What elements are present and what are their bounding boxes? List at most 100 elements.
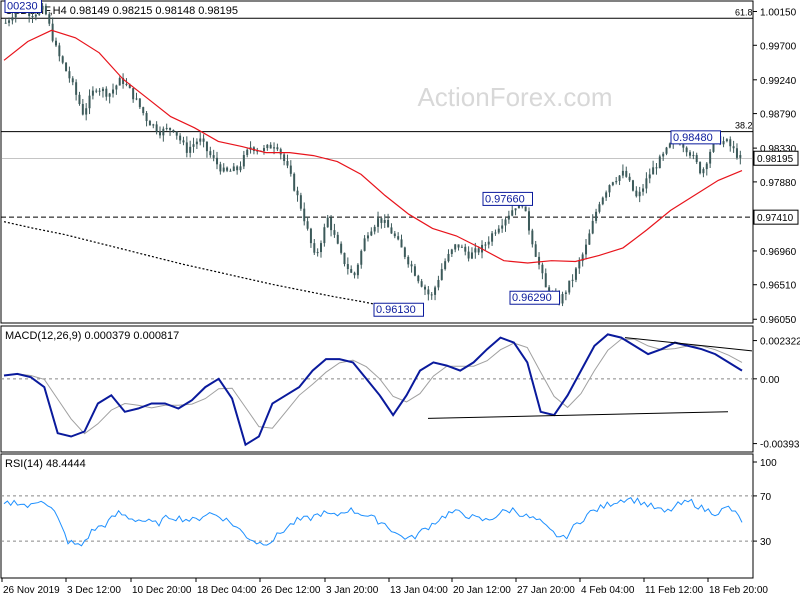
candle-body	[145, 113, 148, 122]
candle-body	[306, 221, 309, 229]
candle-body	[262, 148, 265, 151]
x-tick-label: 3 Jan 20:00	[326, 585, 379, 596]
price-callout-box	[482, 191, 533, 206]
fib-level-label: 38.2	[735, 121, 753, 131]
candle-body	[695, 155, 698, 163]
candle-body	[363, 238, 366, 251]
candle-body	[430, 294, 433, 296]
candle-body	[266, 144, 269, 149]
candle-body	[366, 235, 369, 239]
candle-body	[115, 85, 118, 90]
candle-body	[735, 148, 738, 158]
x-tick-label: 3 Dec 12:00	[67, 585, 121, 596]
candle-body	[88, 95, 91, 109]
candle-body	[350, 269, 353, 273]
price-y-tick-label: 0.99240	[760, 76, 797, 87]
candle-body	[91, 90, 94, 96]
candle-body	[205, 141, 208, 152]
candle-body	[182, 140, 185, 143]
candle-body	[440, 269, 443, 280]
candle-body	[242, 154, 245, 167]
candle-body	[648, 174, 651, 179]
candle-body	[665, 147, 668, 154]
candle-body	[216, 157, 219, 165]
x-tick-label: 18 Feb 20:00	[709, 585, 768, 596]
candle-body	[299, 195, 302, 209]
candle-body	[403, 247, 406, 257]
price-callout-label: 0.98480	[673, 132, 713, 144]
candle-body	[85, 108, 88, 115]
candle-body	[192, 144, 195, 147]
candle-body	[437, 279, 440, 288]
candle-body	[273, 147, 276, 149]
candle-body	[581, 254, 584, 262]
macd-y-tick-label: 0.002322	[760, 337, 800, 348]
candle-body	[689, 152, 692, 156]
candle-body	[373, 226, 376, 232]
candle-body	[226, 167, 229, 171]
candle-body	[615, 180, 618, 183]
ma-layer	[3, 29, 743, 264]
candle-body	[377, 218, 380, 227]
watermark: ActionForex.com	[417, 82, 612, 112]
candle-body	[534, 244, 537, 257]
price-y-tick-label: 0.98790	[760, 110, 797, 121]
candle-body	[323, 227, 326, 244]
moving-average-line	[3, 29, 743, 264]
last-price-label: 0.98195	[757, 154, 794, 165]
candle-body	[343, 252, 346, 265]
candle-body	[313, 243, 316, 253]
candle-body	[591, 220, 594, 234]
x-tick-label: 26 Dec 12:00	[261, 585, 321, 596]
candle-body	[246, 149, 249, 155]
candle-body	[54, 40, 57, 46]
candle-body	[370, 231, 373, 236]
candle-body	[236, 166, 239, 171]
candle-body	[608, 185, 611, 193]
price-callout-label: 0.96290	[512, 292, 552, 304]
macd-panel-title: MACD(12,26,9) 0.000379 0.000817	[5, 330, 179, 342]
candle-body	[34, 14, 37, 17]
candle-body	[165, 127, 168, 129]
x-tick-label: 4 Feb 04:00	[581, 585, 635, 596]
candle-body	[326, 217, 329, 228]
candle-body	[454, 244, 457, 250]
price-annotations: 00230 0.96130 0.97660 0.96290 0.98480	[4, 0, 721, 317]
price-y-tick-label: 0.97880	[760, 178, 797, 189]
price-y-tick-label: 0.96050	[760, 315, 797, 326]
macd-y-tick-label: -0.003932	[760, 440, 800, 451]
candle-body	[41, 5, 44, 10]
candle-body	[387, 220, 390, 228]
x-tick-label: 20 Jan 12:00	[453, 585, 511, 596]
candle-body	[383, 220, 386, 223]
candle-body	[51, 23, 54, 41]
candle-body	[494, 232, 497, 234]
candle-body	[611, 182, 614, 186]
rsi-y-tick-label: 70	[760, 492, 772, 503]
candle-body	[179, 135, 182, 141]
rsi-y-axis: 100 70 30	[753, 458, 777, 548]
rsi-line	[3, 497, 743, 547]
candle-body	[98, 90, 101, 92]
candle-body	[541, 264, 544, 274]
candle-body	[423, 286, 426, 290]
candle-body	[219, 164, 222, 172]
candle-body	[303, 208, 306, 222]
candle-body	[189, 146, 192, 153]
candle-body	[598, 204, 601, 212]
candle-body	[434, 287, 437, 295]
candle-body	[625, 170, 628, 177]
candle-body	[702, 169, 705, 174]
candle-body	[420, 281, 423, 287]
candle-body	[474, 248, 477, 253]
candle-body	[739, 155, 742, 158]
candle-body	[333, 230, 336, 235]
candle-body	[232, 166, 235, 172]
candle-body	[239, 166, 242, 171]
candle-body	[568, 280, 571, 293]
price-y-tick-label: 0.99700	[760, 41, 797, 52]
candle-body	[709, 151, 712, 164]
candle-body	[477, 248, 480, 253]
candle-body	[470, 252, 473, 259]
